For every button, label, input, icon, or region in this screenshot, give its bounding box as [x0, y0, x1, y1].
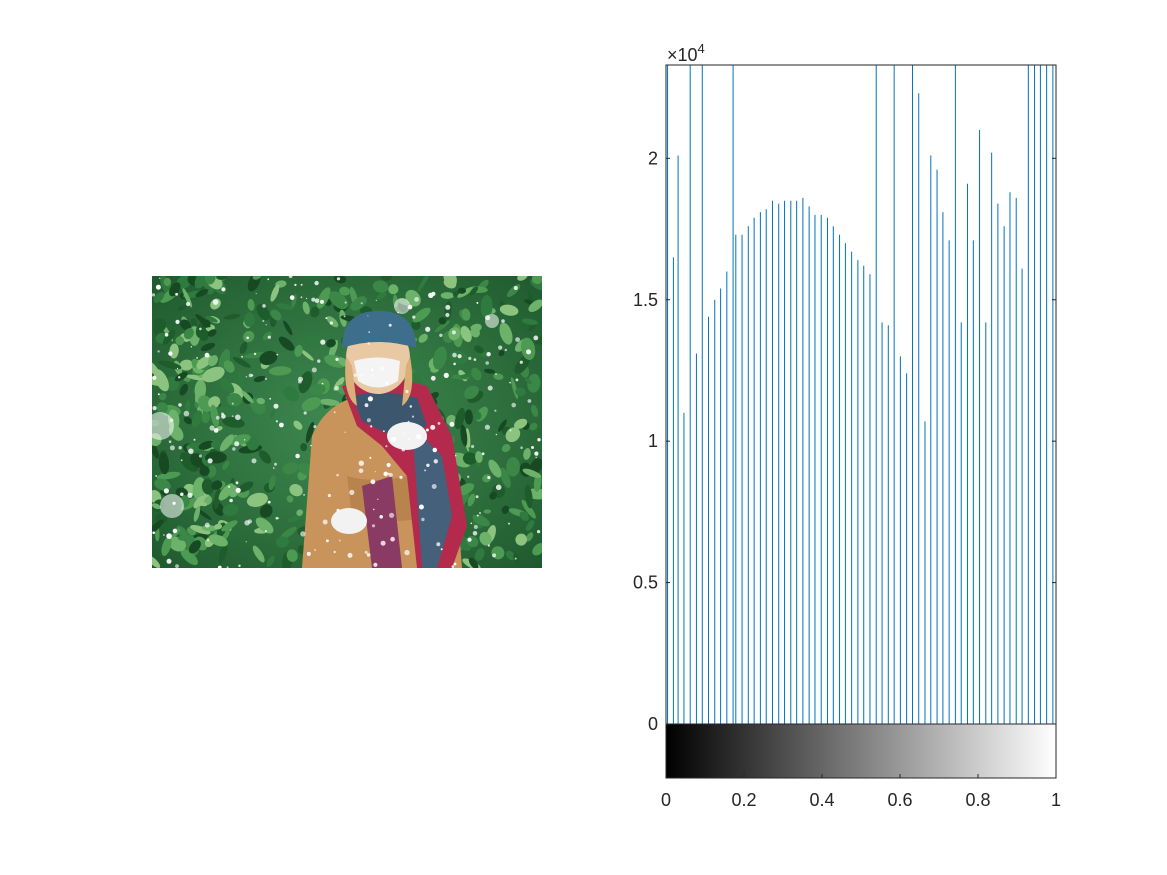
x-tick-label: 0	[661, 790, 671, 810]
x-tick-label: 0.8	[965, 790, 990, 810]
photo-image	[152, 276, 542, 568]
x-tick-label: 0.4	[809, 790, 834, 810]
x-tick-label: 0.2	[731, 790, 756, 810]
bars-group	[667, 65, 1054, 724]
y-tick-label: 0.5	[633, 573, 658, 593]
grayscale-colorbar	[666, 724, 1056, 778]
x-tick-label: 1	[1051, 790, 1061, 810]
plot-area	[666, 65, 1056, 724]
photo-woman-in-snow-icon	[152, 276, 542, 568]
y-exponent-label: ×104	[667, 41, 705, 65]
x-tick-label: 0.6	[887, 790, 912, 810]
y-ticks: 0 0.5 1 1.5 2	[633, 148, 1056, 734]
y-tick-label: 1	[648, 431, 658, 451]
x-ticks: 0 0.2 0.4 0.6 0.8 1	[661, 774, 1061, 810]
y-tick-label: 2	[648, 148, 658, 168]
y-tick-label: 1.5	[633, 290, 658, 310]
y-tick-label: 0	[648, 714, 658, 734]
axes-box	[665, 64, 1057, 779]
